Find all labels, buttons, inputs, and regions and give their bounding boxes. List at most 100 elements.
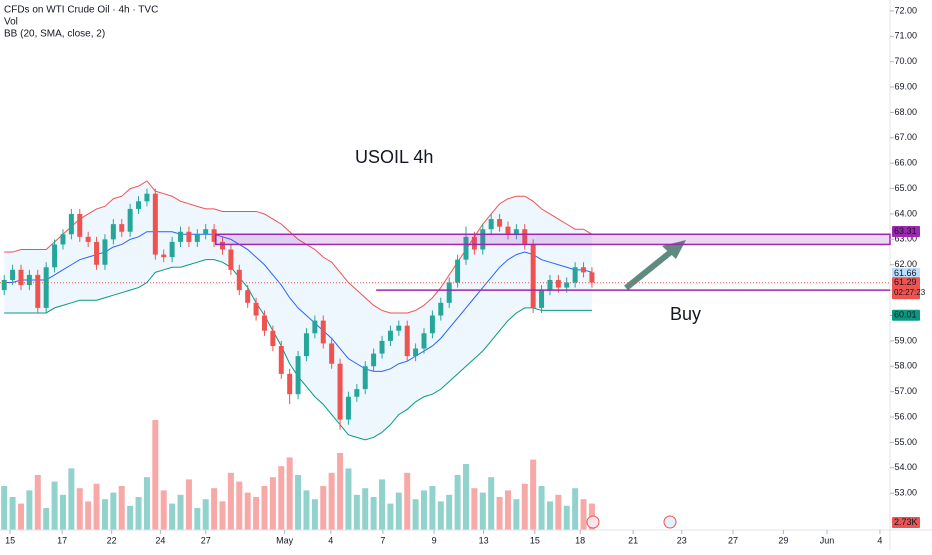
- x-tick-label: 22: [107, 535, 117, 545]
- price-label: 63.31: [894, 226, 917, 236]
- candle-body: [18, 269, 24, 286]
- volume-bar: [278, 466, 285, 530]
- volume-bar: [135, 497, 142, 530]
- volume-bar: [328, 472, 335, 530]
- candle-body: [52, 244, 58, 268]
- y-tick-label: 57.00: [894, 386, 917, 396]
- candle-body: [194, 234, 200, 242]
- volume-bar: [76, 488, 83, 530]
- candle-body: [471, 236, 477, 250]
- candle-body: [387, 330, 393, 341]
- candle-body: [119, 224, 125, 232]
- volume-bar: [261, 486, 268, 530]
- volume-bar: [43, 508, 50, 530]
- volume-bar: [160, 490, 167, 530]
- x-tick-label: 4: [877, 535, 882, 545]
- candle-body: [261, 315, 267, 331]
- candle-body: [303, 333, 309, 357]
- candle-body: [236, 269, 242, 291]
- volume-bar: [286, 457, 293, 530]
- volume-bar: [370, 497, 377, 530]
- y-tick-label: 71.00: [894, 31, 917, 41]
- volume-bar: [202, 499, 209, 530]
- y-tick-label: 53.00: [894, 488, 917, 498]
- candle-body: [371, 353, 377, 367]
- y-tick-label: 59.00: [894, 335, 917, 345]
- volume-bar: [404, 472, 411, 530]
- arrow-shaft: [624, 248, 674, 291]
- candle-body: [497, 219, 503, 227]
- candle-body: [220, 241, 225, 250]
- candle-body: [278, 345, 284, 374]
- candle-body: [26, 274, 32, 286]
- volume-bar: [101, 499, 108, 530]
- volume-bar: [580, 499, 587, 530]
- candle-body: [539, 290, 545, 308]
- band-fill: [4, 180, 592, 440]
- candle-body: [421, 333, 427, 349]
- volume-bar: [320, 486, 327, 530]
- candle-body: [43, 267, 49, 308]
- y-tick-label: 56.00: [894, 411, 917, 421]
- chart-title: CFDs on WTI Crude Oil · 4h · TVC: [4, 5, 158, 16]
- volume-bar: [269, 477, 276, 530]
- candle-body: [1, 279, 7, 291]
- candle-body: [287, 373, 293, 395]
- candle-body: [455, 259, 461, 283]
- resistance-zone: [215, 233, 891, 246]
- candle-body: [362, 366, 368, 390]
- x-tick-label: May: [276, 535, 294, 545]
- volume-bar: [303, 490, 310, 530]
- candle-body: [463, 236, 469, 260]
- candle-body: [144, 193, 150, 202]
- candle-body: [127, 208, 133, 232]
- volume-bar: [572, 488, 579, 530]
- price-label: 61.29: [894, 277, 917, 287]
- candle-body: [530, 244, 536, 308]
- volume-bar: [353, 494, 360, 530]
- volume-bar: [211, 488, 218, 530]
- x-tick-label: 9: [432, 535, 437, 545]
- volume-bar: [337, 453, 344, 530]
- price-label-bg: [892, 225, 920, 237]
- volume-bar: [521, 483, 528, 530]
- volume-bar: [227, 472, 234, 530]
- x-tick-label: 18: [575, 535, 585, 545]
- volume-bar: [295, 475, 302, 530]
- volume-bar: [219, 501, 226, 530]
- candle-body: [102, 239, 108, 265]
- annotation: USOIL 4h: [355, 147, 433, 167]
- countdown: 02:27:23: [894, 288, 926, 297]
- candle-body: [77, 213, 83, 237]
- price-label: 60.01: [894, 310, 917, 320]
- y-tick-label: 69.00: [894, 81, 917, 91]
- volume-bar: [513, 499, 520, 530]
- volume-bar: [143, 477, 150, 530]
- y-tick-label: 65.00: [894, 183, 917, 193]
- y-tick-label: 54.00: [894, 462, 917, 472]
- candle-body: [35, 274, 41, 308]
- candle-body: [522, 229, 528, 245]
- candle-body: [581, 267, 587, 273]
- y-tick-label: 63.00: [894, 234, 917, 244]
- candle-body: [68, 213, 74, 235]
- event-icon[interactable]: [663, 515, 677, 529]
- volume-bar: [538, 486, 545, 530]
- event-icon[interactable]: [586, 515, 600, 529]
- volume-bar: [387, 503, 394, 530]
- volume-bar: [345, 468, 352, 530]
- candle-body: [589, 272, 595, 283]
- volume-bar: [311, 499, 318, 530]
- volume-bar: [362, 488, 369, 530]
- y-tick-label: 70.00: [894, 56, 917, 66]
- volume-bar: [185, 479, 192, 530]
- x-tick-label: Jun: [820, 535, 835, 545]
- volume-bar: [1, 486, 8, 530]
- volume-bar: [555, 494, 562, 530]
- candle-body: [379, 340, 385, 354]
- candle-body: [211, 229, 217, 242]
- candle-body: [480, 229, 486, 250]
- candle-body: [429, 315, 435, 334]
- annotation: Buy: [670, 304, 701, 324]
